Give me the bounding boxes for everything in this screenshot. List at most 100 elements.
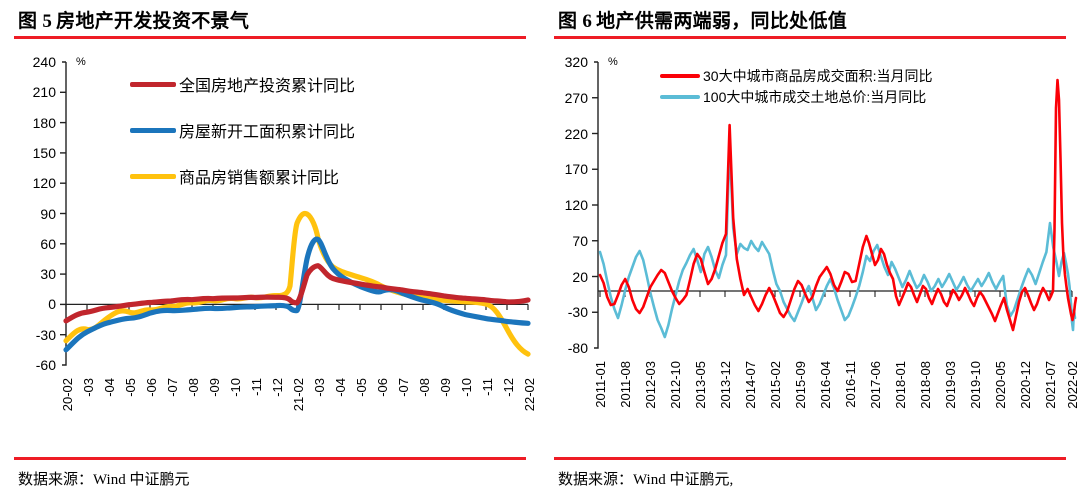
- figure-6-legend-label: 30大中城市商品房成交面积:当月同比: [703, 68, 933, 84]
- figure-5-ytick: 30: [40, 266, 56, 283]
- figure-5-ytick: -60: [35, 357, 56, 373]
- figure-6-xtick: 2012-10: [668, 361, 683, 409]
- figure-5-xtick: 22-02: [522, 378, 537, 412]
- figure-6-title: 图 6 地产供需两端弱，同比处低值: [558, 6, 847, 33]
- figure-5-xtick: -05: [354, 378, 369, 397]
- figure-6-number: 图 6: [558, 11, 593, 32]
- figure-5-legend-item-sales: 商品房销售额累计同比: [130, 164, 355, 188]
- figure-5-xtick: -06: [375, 378, 390, 397]
- figure-5-number: 图 5: [18, 11, 53, 32]
- figure-6-xtick: 2020-12: [1018, 361, 1033, 409]
- figure-5-ytick: 0: [48, 296, 56, 313]
- figure-6-xtick: 2014-07: [743, 361, 758, 409]
- figure-6-legend-item-land: 100大中城市成交土地总价:当月同比: [660, 87, 932, 107]
- figure-5-ytick: 210: [32, 84, 56, 101]
- legend-swatch-red: [660, 74, 700, 78]
- figure-5-xtick: -08: [417, 378, 432, 397]
- figure-6-xtick: 2013-05: [693, 361, 708, 409]
- figure-6-legend-item-sales-area: 30大中城市商品房成交面积:当月同比: [660, 66, 932, 86]
- figure-5-legend: 全国房地产投资累计同比 房屋新开工面积累计同比 商品房销售额累计同比: [130, 72, 355, 190]
- figure-5-xtick: 21-02: [291, 378, 306, 412]
- figure-5-ytick: 60: [40, 235, 56, 252]
- figure-6-xtick: 2015-02: [768, 361, 783, 409]
- figure-5-ytick: 150: [32, 144, 56, 161]
- figure-6-ytick: 270: [564, 89, 588, 106]
- figure-6-ytick-labels: 320 270 220 170 120 70 20 -30 -80: [540, 48, 588, 378]
- figure-6-ytick: 320: [564, 54, 588, 70]
- figure-5-top-rule: [14, 36, 526, 39]
- figure-6-xtick-labels: 2011-01 2011-08 2012-03 2012-10 2013-05 …: [540, 361, 1080, 446]
- figure-5-xtick: -07: [165, 378, 180, 397]
- figure-5-series-sales-line: [63, 210, 531, 357]
- figure-5-xtick: -04: [333, 378, 348, 397]
- figure-5-ytick: 90: [40, 205, 56, 222]
- figure-6-ytick: -80: [567, 340, 588, 356]
- figure-5-unit-label: %: [76, 56, 86, 68]
- figure-6-ytick: 120: [564, 197, 588, 213]
- figure-6-series-sales-area-line: [598, 78, 1078, 332]
- figure-6-xtick: 2017-06: [868, 361, 883, 409]
- figure-5-svg: [60, 61, 531, 366]
- figure-6-xtick: 2019-10: [968, 361, 983, 409]
- figure-5-legend-label: 全国房地产投资累计同比: [179, 78, 356, 95]
- figure-6-ytick: -30: [567, 304, 588, 321]
- figure-5-xtick: -03: [81, 378, 96, 397]
- figure-5-xtick: -10: [459, 378, 474, 397]
- figure-5-series-invest-line: [63, 263, 531, 324]
- figure-5-xtick: -05: [123, 378, 138, 397]
- figure-5-ytick: 120: [32, 175, 56, 192]
- figure-5-legend-label: 房屋新开工面积累计同比: [179, 124, 356, 141]
- figure-5-xtick: -09: [207, 378, 222, 397]
- figure-5-bottom-rule: [14, 457, 526, 460]
- figure-6-bottom-rule: [554, 457, 1066, 460]
- figure-5-legend-item-newstart: 房屋新开工面积累计同比: [130, 118, 355, 142]
- figure-5-source: 数据来源：Wind 中证鹏元: [18, 472, 190, 488]
- figure-5-xtick: -11: [480, 378, 495, 396]
- figure-6-xtick: 2016-04: [818, 361, 833, 409]
- figure-6-xtick: 2015-09: [793, 361, 808, 409]
- figure-6-title-text: 地产供需两端弱，同比处低值: [596, 11, 848, 32]
- figure-6-xtick: 2011-08: [618, 361, 633, 408]
- figure-6-xtick: 2022-02: [1065, 361, 1080, 409]
- figure-5-xtick: -09: [438, 378, 453, 397]
- figure-5-xtick: -08: [186, 378, 201, 397]
- figure-5-xtick: -12: [270, 378, 285, 397]
- legend-swatch-cyan: [660, 95, 700, 99]
- figure-6-series-land-line: [598, 142, 1077, 339]
- figure-5-xtick: -06: [144, 378, 159, 397]
- figure-5-xtick: -12: [501, 378, 516, 397]
- figure-5-xtick: -04: [102, 378, 117, 397]
- figure-6-xtick: 2013-12: [718, 361, 733, 409]
- figure-6-ytick: 170: [564, 161, 588, 178]
- figure-5-ytick: -30: [35, 326, 56, 343]
- figure-5-xtick: -07: [396, 378, 411, 397]
- figure-5-ytick: 180: [32, 114, 56, 131]
- figure-6-xtick: 2011-01: [593, 361, 608, 408]
- figure-5-y-axis: [60, 61, 67, 366]
- figure-5-plot: 240 210 180 150 120 90 60 30 0 -30 -60 %: [0, 48, 540, 378]
- figure-6-legend: 30大中城市商品房成交面积:当月同比 100大中城市成交土地总价:当月同比: [660, 66, 932, 108]
- legend-swatch-yellow: [130, 173, 176, 179]
- figure-6-xtick: 2018-01: [893, 361, 908, 409]
- figure-5-xtick: -03: [312, 378, 327, 397]
- figure-6-xtick: 2020-05: [993, 361, 1008, 409]
- figure-5-xtick: -11: [249, 378, 264, 396]
- figure-5-xtick: 20-02: [60, 378, 75, 412]
- figure-5-ytick: 240: [32, 54, 56, 70]
- figure-6-ytick: 70: [572, 232, 588, 249]
- figure-6-xtick: 2016-11: [843, 361, 858, 408]
- figure-6-plot: 320 270 220 170 120 70 20 -30 -80 %: [540, 48, 1080, 378]
- figure-6-xtick: 2019-03: [943, 361, 958, 409]
- figure-6-legend-label: 100大中城市成交土地总价:当月同比: [703, 89, 927, 105]
- figure-5-xtick-labels: 20-02 -03 -04 -05 -06 -07 -08 -09 -10 -1…: [0, 378, 540, 448]
- figure-5-series-newstart-line: [63, 236, 531, 353]
- figure-6-top-rule: [554, 36, 1066, 39]
- figure-5-legend-item-invest: 全国房地产投资累计同比: [130, 72, 355, 96]
- figure-6-svg: [592, 61, 1078, 349]
- figure-5-title: 图 5 房地产开发投资不景气: [18, 6, 249, 33]
- figure-6-xtick: 2021-07: [1043, 361, 1058, 409]
- figure-6-ytick: 220: [564, 125, 588, 142]
- figure-6-y-axis: [592, 61, 599, 349]
- legend-swatch-red: [130, 81, 176, 87]
